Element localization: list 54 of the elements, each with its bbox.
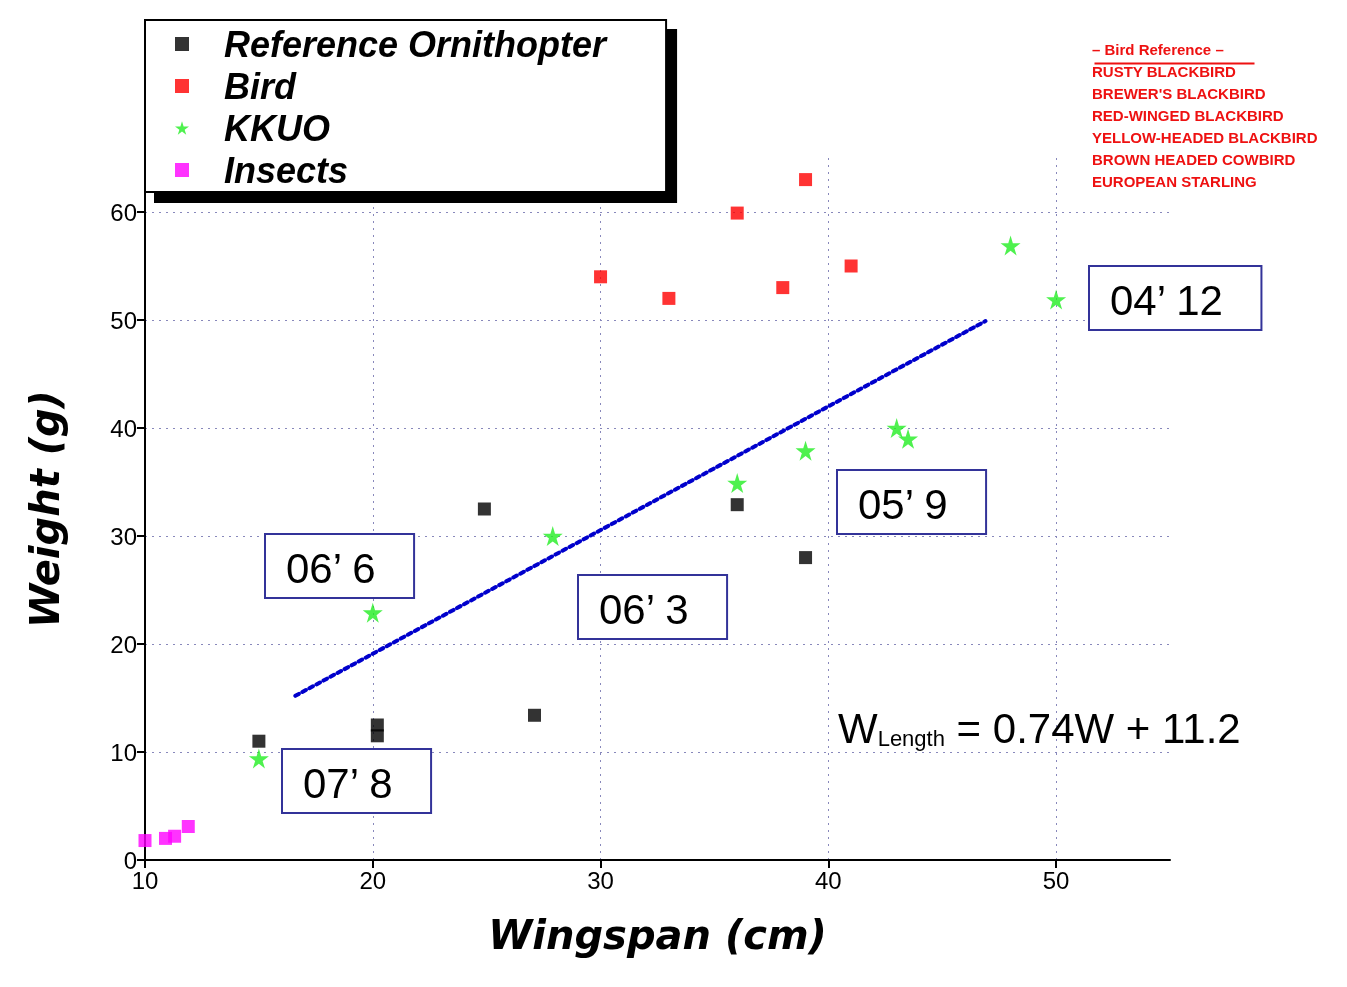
legend-label: Insects: [224, 149, 349, 191]
annotation: 07’ 8: [303, 759, 393, 807]
point: [898, 428, 919, 449]
point: [799, 551, 813, 565]
y-axis-title: Weight (g): [22, 390, 68, 628]
x-tick-label: 30: [587, 866, 614, 894]
point: [1046, 289, 1067, 310]
y-tick-label: 50: [110, 306, 137, 334]
x-axis-title: Wingspan (cm): [488, 912, 827, 958]
x-tick-label: 50: [1042, 866, 1070, 894]
annotation: 05’ 9: [858, 480, 948, 528]
point: [370, 729, 384, 743]
point: [730, 206, 744, 220]
point: [181, 820, 195, 834]
legend-label: KKUO: [224, 107, 330, 149]
annotation: BROWN HEADED COWBIRD: [1092, 151, 1296, 168]
annotation: EUROPEAN STARLING: [1092, 173, 1257, 190]
point: [662, 291, 676, 305]
point: [362, 602, 383, 623]
y-tick-label: 60: [110, 198, 137, 226]
legend-label: Reference Ornithopter: [224, 23, 609, 65]
y-tick-label: 0: [123, 846, 137, 874]
point: [776, 281, 790, 295]
point: [248, 748, 269, 769]
annotation: 06’ 3: [599, 585, 689, 633]
x-tick-label: 40: [814, 866, 842, 894]
y-tick-label: 40: [110, 414, 137, 442]
text: YELLOW-HEADED BLACKBIRD: [1092, 129, 1318, 146]
point: [594, 270, 608, 284]
point: [799, 173, 813, 187]
point: [168, 829, 182, 843]
legend-label: Bird: [224, 65, 298, 107]
point: [844, 259, 858, 273]
point: [730, 498, 744, 512]
y-tick-label: 10: [110, 738, 137, 766]
text: BREWER'S BLACKBIRD: [1092, 85, 1266, 102]
point: [795, 440, 816, 461]
y-tick-label: 20: [110, 630, 137, 658]
point: [528, 708, 541, 722]
point: [138, 834, 152, 848]
text: RUSTY BLACKBIRD: [1092, 63, 1237, 80]
annotation: 04’ 12: [1110, 276, 1223, 324]
point: [1000, 235, 1021, 256]
point: [252, 734, 266, 748]
annotation: WLength = 0.74W + 11.2: [838, 704, 1241, 752]
y-tick-label: 30: [110, 522, 137, 550]
point: [727, 473, 748, 494]
annotation: 06’ 6: [286, 544, 376, 592]
point: [542, 526, 563, 546]
text: – Bird Reference –: [1092, 41, 1224, 58]
text: RED-WINGED BLACKBIRD: [1092, 107, 1284, 124]
point: [886, 418, 907, 438]
point: [477, 502, 491, 516]
x-tick-label: 20: [359, 866, 387, 894]
